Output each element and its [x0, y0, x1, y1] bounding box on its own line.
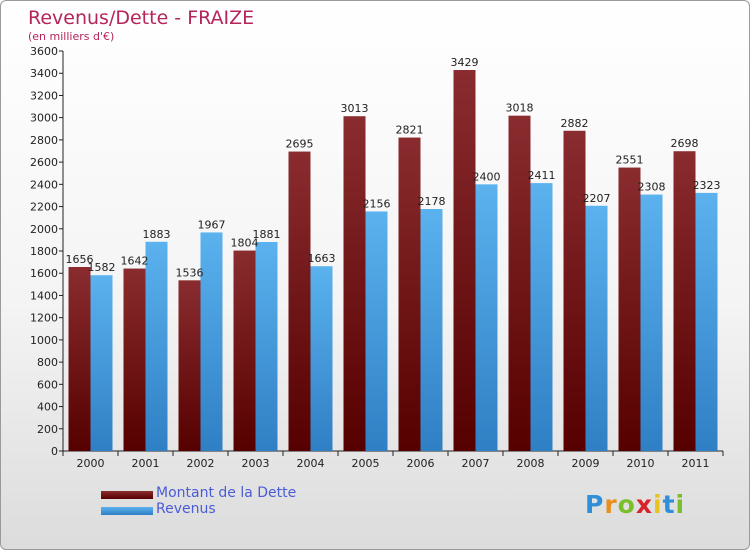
chart-title: Revenus/Dette - FRAIZE	[28, 7, 255, 29]
data-label: 2156	[363, 197, 391, 210]
data-label: 2821	[396, 124, 424, 137]
data-label: 2551	[616, 154, 644, 167]
data-label: 1881	[253, 228, 281, 241]
x-tick-label: 2004	[297, 457, 325, 470]
y-tick-label: 3000	[30, 112, 58, 125]
x-tick-label: 2007	[462, 457, 490, 470]
logo-letter: P	[585, 490, 605, 519]
y-tick-label: 2400	[30, 178, 58, 191]
y-tick-label: 2800	[30, 134, 58, 147]
bar-debt	[398, 137, 421, 452]
bar-revenus	[695, 192, 718, 451]
logo-letter: o	[617, 490, 636, 519]
proxiti-logo: Proxiti	[585, 490, 685, 519]
x-tick-label: 2006	[407, 457, 435, 470]
bar-debt	[288, 151, 311, 452]
y-tick-label: 1400	[30, 289, 58, 302]
bar-debt	[673, 151, 696, 451]
bar-debt	[233, 250, 256, 451]
x-tick-label: 2005	[352, 457, 380, 470]
y-tick-label: 2000	[30, 223, 58, 236]
y-tick-label: 2200	[30, 201, 58, 214]
y-tick-label: 1200	[30, 312, 58, 325]
bar-debt	[343, 116, 366, 451]
y-tick-label: 200	[37, 423, 58, 436]
x-tick-label: 2010	[627, 457, 655, 470]
bars	[68, 70, 718, 452]
data-label: 1582	[88, 261, 116, 274]
data-label: 3429	[451, 56, 479, 69]
logo-letter: i	[675, 490, 686, 519]
chart-subtitle: (en milliers d'€)	[28, 30, 115, 43]
y-tick-label: 1000	[30, 334, 58, 347]
bar-revenus	[310, 266, 333, 451]
legend-swatch-revenus	[101, 507, 153, 515]
data-label: 1883	[143, 228, 171, 241]
data-label: 1804	[231, 237, 259, 250]
logo-letter: r	[604, 490, 618, 519]
data-label: 2695	[286, 138, 314, 151]
y-tick-label: 1800	[30, 245, 58, 258]
x-tick-label: 2003	[242, 457, 270, 470]
data-label: 1656	[66, 253, 94, 266]
x-tick-label: 2009	[572, 457, 600, 470]
data-label: 1967	[198, 218, 226, 231]
data-label: 2882	[561, 117, 589, 130]
logo-letter: i	[653, 490, 663, 519]
y-tick-label: 0	[51, 445, 58, 458]
bar-revenus	[365, 211, 388, 451]
x-tick-label: 2001	[132, 457, 160, 470]
y-tick-label: 600	[37, 378, 58, 391]
bar-revenus	[585, 205, 608, 451]
logo-letter: t	[662, 490, 676, 519]
data-label: 2308	[638, 181, 666, 194]
legend-label-debt: Montant de la Dette	[156, 485, 297, 501]
data-label: 3018	[506, 102, 534, 115]
y-tick-label: 3600	[30, 45, 58, 58]
bar-debt	[508, 115, 531, 452]
bar-revenus	[90, 275, 113, 451]
x-tick-label: 2002	[187, 457, 215, 470]
bar-debt	[618, 167, 641, 452]
bar-debt	[68, 267, 91, 451]
y-tick-label: 3200	[30, 89, 58, 102]
bar-revenus	[420, 209, 443, 451]
y-tick-label: 1600	[30, 267, 58, 280]
x-tick-label: 2000	[77, 457, 105, 470]
x-tick-label: 2011	[682, 457, 710, 470]
data-label: 2698	[671, 137, 699, 150]
legend-swatch-debt	[101, 491, 153, 499]
x-tick-label: 2008	[517, 457, 545, 470]
y-tick-label: 800	[37, 356, 58, 369]
bar-debt	[123, 268, 146, 451]
bar-revenus	[255, 242, 278, 451]
data-label: 2207	[583, 192, 611, 205]
data-label: 2323	[693, 179, 721, 192]
y-tick-label: 400	[37, 401, 58, 414]
data-label: 3013	[341, 102, 369, 115]
y-tick-label: 2600	[30, 156, 58, 169]
value-labels: 1656 1642 1536 1804 2695 3013 2821 3429 3018 2882…	[66, 56, 721, 279]
bar-revenus	[530, 183, 553, 451]
bar-debt	[453, 70, 476, 451]
data-label: 1663	[308, 252, 336, 265]
bar-debt	[563, 130, 586, 451]
y-tick-label: 3400	[30, 67, 58, 80]
bar-revenus	[145, 241, 168, 451]
bar-revenus	[475, 184, 498, 452]
bar-debt	[178, 280, 201, 451]
data-label: 1642	[121, 255, 149, 268]
data-label: 2178	[418, 195, 446, 208]
bar-revenus	[640, 194, 663, 452]
legend-label-revenus: Revenus	[156, 501, 216, 517]
bar-revenus	[200, 232, 223, 451]
data-label: 2400	[473, 170, 501, 183]
logo-letter: x	[635, 490, 653, 519]
data-label: 2411	[528, 169, 556, 182]
axes: 0 200 400 600 800 1000 1200 1400 1600 1800 2000 220…	[30, 45, 724, 470]
data-label: 1536	[176, 266, 204, 279]
